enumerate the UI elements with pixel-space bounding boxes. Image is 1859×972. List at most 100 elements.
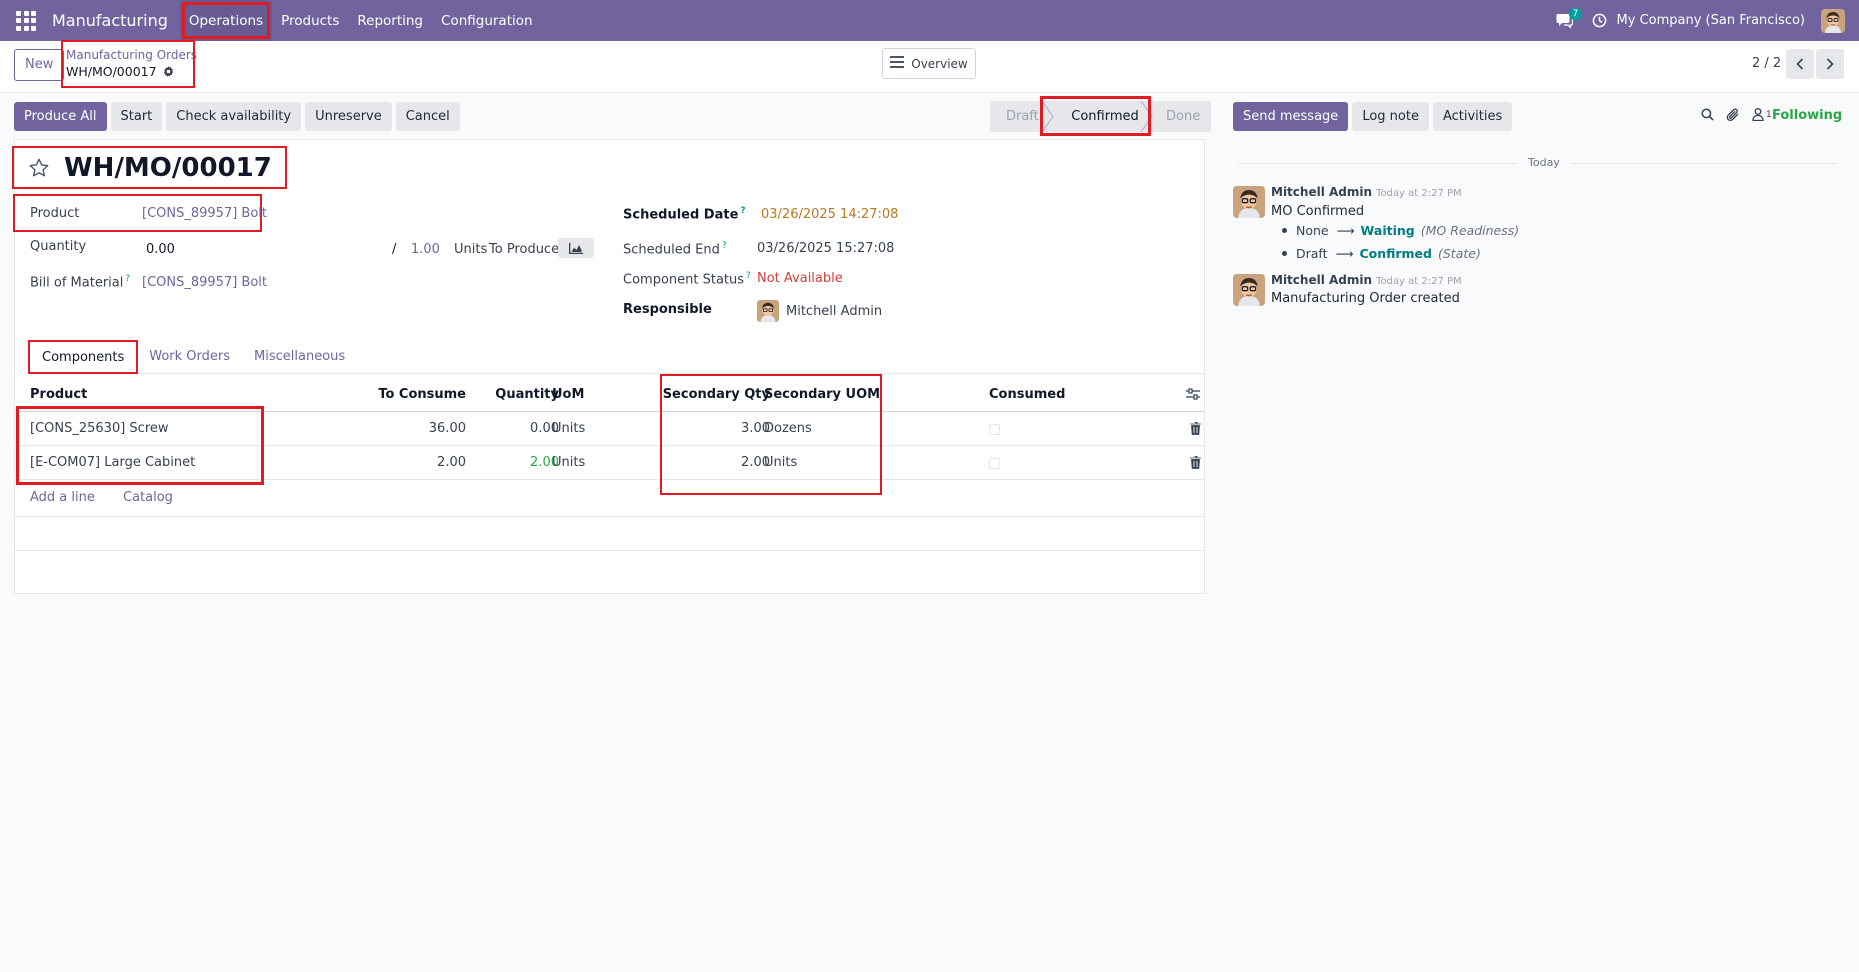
catalog-link[interactable]: Catalog xyxy=(123,490,173,505)
star-icon[interactable] xyxy=(28,157,50,179)
tracking-old: Draft xyxy=(1296,246,1328,261)
apps-grid-icon[interactable] xyxy=(14,9,38,33)
quantity-uom[interactable]: Units xyxy=(454,242,488,257)
row-to-consume[interactable]: 2.00 xyxy=(437,455,466,470)
component-status-label-text: Component Status xyxy=(623,272,745,288)
quantity-field[interactable]: 0.00 xyxy=(146,242,175,257)
overview-label: Overview xyxy=(911,56,968,71)
pager-value[interactable]: 2 / 2 xyxy=(1752,56,1782,71)
activities-button[interactable]: Activities xyxy=(1432,102,1513,131)
tab-work-orders[interactable]: Work Orders xyxy=(149,349,231,364)
form-sheet xyxy=(14,139,1205,594)
chatter-actions: Send message Log note Activities xyxy=(1233,102,1513,131)
component-status-field: Not Available xyxy=(757,271,843,286)
status-done[interactable]: Done xyxy=(1151,101,1211,132)
chat-count-badge: 7 xyxy=(1568,7,1583,20)
send-message-button[interactable]: Send message xyxy=(1233,102,1349,131)
bom-help[interactable]: ? xyxy=(125,274,131,284)
empty-row xyxy=(15,550,1204,584)
avatar[interactable] xyxy=(1233,186,1265,218)
scheduled-end-help[interactable]: ? xyxy=(721,241,727,251)
row-product[interactable]: [CONS_25630] Screw xyxy=(30,421,169,436)
row-secondary-qty[interactable]: 3.00 xyxy=(741,421,770,436)
cancel-button[interactable]: Cancel xyxy=(395,102,460,131)
col-product[interactable]: Product xyxy=(30,387,88,402)
row-to-consume[interactable]: 36.00 xyxy=(428,421,466,436)
user-avatar[interactable] xyxy=(1821,8,1845,33)
scheduled-date-field[interactable]: 03/26/2025 14:27:08 xyxy=(761,207,899,222)
row-secondary-uom[interactable]: Dozens xyxy=(764,421,812,436)
col-secondary-uom[interactable]: Secondary UOM xyxy=(764,387,881,402)
row-secondary-qty[interactable]: 2.00 xyxy=(741,455,770,470)
breadcrumb-parent-link[interactable]: Manufacturing Orders xyxy=(66,48,198,62)
search-icon[interactable] xyxy=(1701,108,1714,121)
following-button[interactable]: Following xyxy=(1772,108,1843,123)
component-status-help[interactable]: ? xyxy=(746,271,751,281)
add-line-link[interactable]: Add a line xyxy=(30,490,95,505)
scheduled-date-help[interactable]: ? xyxy=(740,206,746,216)
row-secondary-uom[interactable]: Units xyxy=(764,455,798,470)
company-switcher[interactable]: My Company (San Francisco) xyxy=(1616,13,1805,28)
table-row[interactable]: [E-COM07] Large Cabinet 2.00 2.00 Units … xyxy=(15,446,1204,480)
record-title-text: WH/MO/00017 xyxy=(64,152,272,183)
col-to-consume[interactable]: To Consume xyxy=(378,387,466,402)
user-icon[interactable]: 1 xyxy=(1752,108,1772,121)
paperclip-icon[interactable] xyxy=(1726,107,1740,122)
menu-operations[interactable]: Operations xyxy=(179,0,273,41)
clock-icon[interactable] xyxy=(1592,13,1607,28)
trash-icon[interactable] xyxy=(1190,421,1201,439)
responsible-field[interactable]: Mitchell Admin xyxy=(786,304,883,319)
app-brand[interactable]: Manufacturing xyxy=(52,11,168,30)
scheduled-end-field[interactable]: 03/26/2025 15:27:08 xyxy=(757,241,895,256)
col-secondary-qty[interactable]: Secondary Qty xyxy=(662,387,770,402)
tab-components[interactable]: Components xyxy=(27,340,139,374)
menu-products[interactable]: Products xyxy=(281,12,340,29)
scheduled-end-label: Scheduled End? xyxy=(623,241,727,257)
row-quantity[interactable]: 0.00 xyxy=(530,421,559,436)
col-uom[interactable]: UoM xyxy=(552,387,585,402)
overview-button[interactable]: Overview xyxy=(882,48,976,79)
status-confirmed[interactable]: Confirmed xyxy=(1045,101,1151,132)
product-field[interactable]: [CONS_89957] Bolt xyxy=(142,206,267,221)
bars-icon xyxy=(890,56,905,71)
tab-miscellaneous[interactable]: Miscellaneous xyxy=(254,349,346,364)
gear-icon[interactable] xyxy=(163,66,174,77)
chart-icon[interactable] xyxy=(558,238,594,258)
bom-label-text: Bill of Material xyxy=(30,275,124,291)
table-row[interactable]: [CONS_25630] Screw 36.00 0.00 Units 3.00… xyxy=(15,412,1204,446)
col-consumed[interactable]: Consumed xyxy=(989,387,1066,402)
row-consumed-checkbox[interactable] xyxy=(989,458,1000,469)
quantity-separator: / xyxy=(392,242,397,257)
main-menu: Operations Products Reporting Configurat… xyxy=(179,0,542,41)
check-availability-button[interactable]: Check availability xyxy=(166,102,302,131)
col-quantity[interactable]: Quantity xyxy=(495,387,559,402)
quantity-target[interactable]: 1.00 xyxy=(411,242,440,257)
bom-field[interactable]: [CONS_89957] Bolt xyxy=(142,275,267,290)
notebook-tabs: Components Work Orders Miscellaneous xyxy=(27,340,1204,374)
start-button[interactable]: Start xyxy=(110,102,163,131)
row-product[interactable]: [E-COM07] Large Cabinet xyxy=(30,455,196,470)
new-button[interactable]: New xyxy=(14,49,65,81)
breadcrumb: Manufacturing Orders WH/MO/00017 xyxy=(61,40,198,88)
chat-icon[interactable]: 7 xyxy=(1556,7,1583,32)
row-uom[interactable]: Units xyxy=(552,455,586,470)
responsible-avatar xyxy=(757,300,779,322)
unreserve-button[interactable]: Unreserve xyxy=(305,102,392,131)
message-author[interactable]: Mitchell Admin Today at 2:27 PM xyxy=(1271,273,1462,287)
trash-icon[interactable] xyxy=(1190,455,1201,473)
breadcrumb-current-label: WH/MO/00017 xyxy=(66,64,157,79)
message-author[interactable]: Mitchell Admin Today at 2:27 PM xyxy=(1271,185,1462,199)
chevron-left-icon[interactable] xyxy=(1786,49,1814,79)
options-toggle-icon[interactable] xyxy=(1186,388,1200,404)
log-note-button[interactable]: Log note xyxy=(1352,102,1429,131)
row-quantity[interactable]: 2.00 xyxy=(530,455,559,470)
avatar[interactable] xyxy=(1233,274,1265,306)
produce-all-button[interactable]: Produce All xyxy=(14,102,107,131)
chevron-right-icon[interactable] xyxy=(1816,49,1844,79)
menu-configuration[interactable]: Configuration xyxy=(441,12,533,29)
menu-reporting[interactable]: Reporting xyxy=(357,12,424,29)
row-consumed-checkbox[interactable] xyxy=(989,424,1000,435)
message-body: Manufacturing Order created xyxy=(1271,291,1460,306)
row-uom[interactable]: Units xyxy=(552,421,586,436)
status-draft[interactable]: Draft xyxy=(990,101,1045,132)
